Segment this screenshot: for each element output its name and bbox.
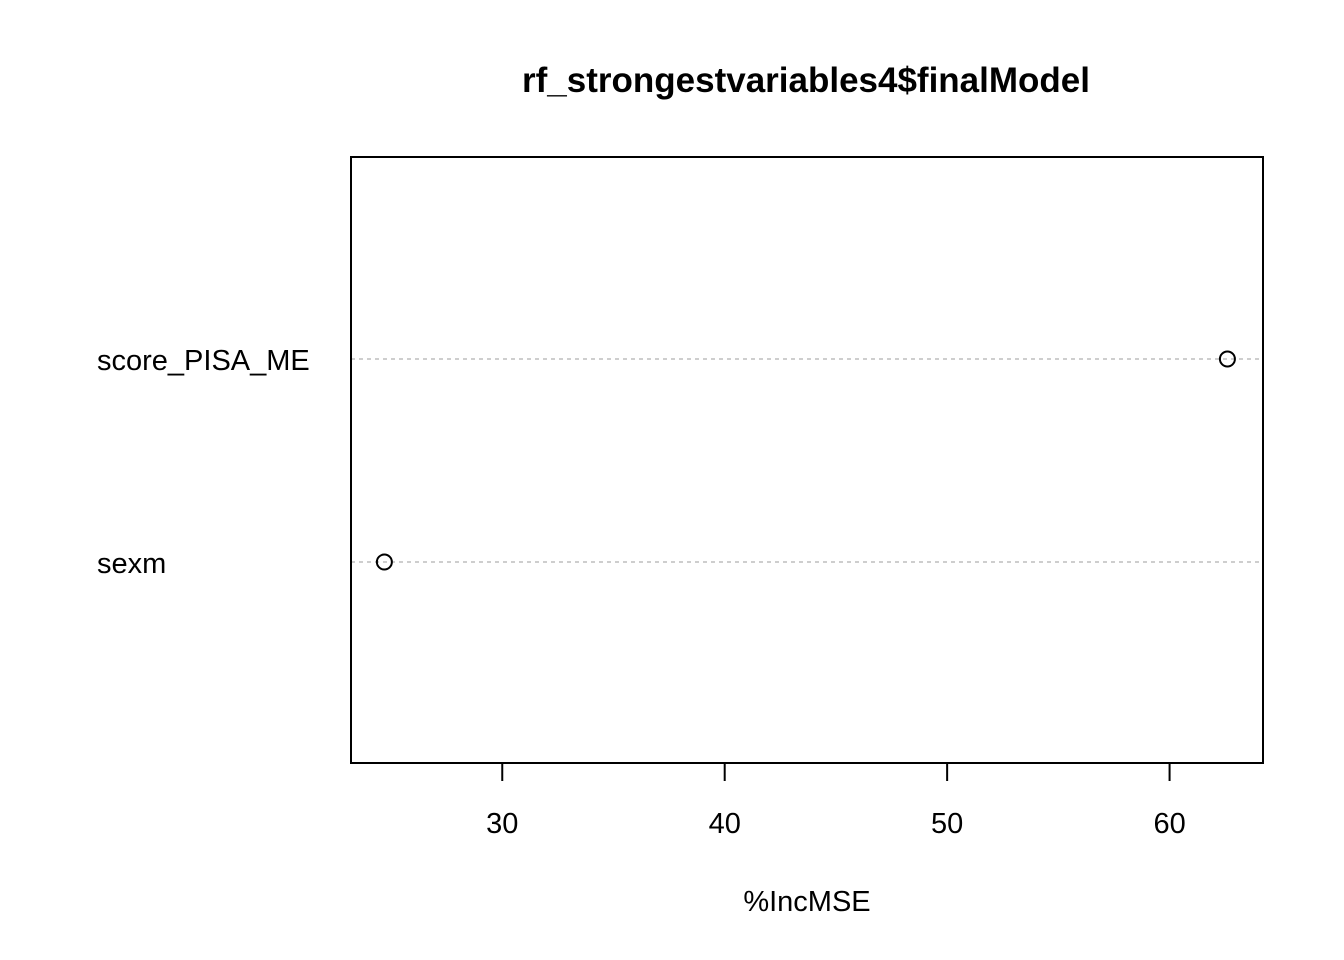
y-axis-label: sexm xyxy=(97,548,166,580)
x-tick-label: 60 xyxy=(1153,808,1185,840)
guide-lines xyxy=(351,358,1263,563)
data-point xyxy=(1218,350,1236,368)
data-point xyxy=(375,553,393,571)
x-tick-label: 30 xyxy=(486,808,518,840)
x-tick-label: 50 xyxy=(931,808,963,840)
data-points xyxy=(375,350,1236,571)
plot-frame xyxy=(350,156,1264,764)
y-axis-label: score_PISA_ME xyxy=(97,345,310,377)
x-tick-label: 40 xyxy=(709,808,741,840)
chart-title: rf_strongestvariables4$finalModel xyxy=(522,61,1090,100)
x-axis: 30 40 50 60 xyxy=(486,763,1186,840)
x-axis-label: %IncMSE xyxy=(743,886,870,918)
